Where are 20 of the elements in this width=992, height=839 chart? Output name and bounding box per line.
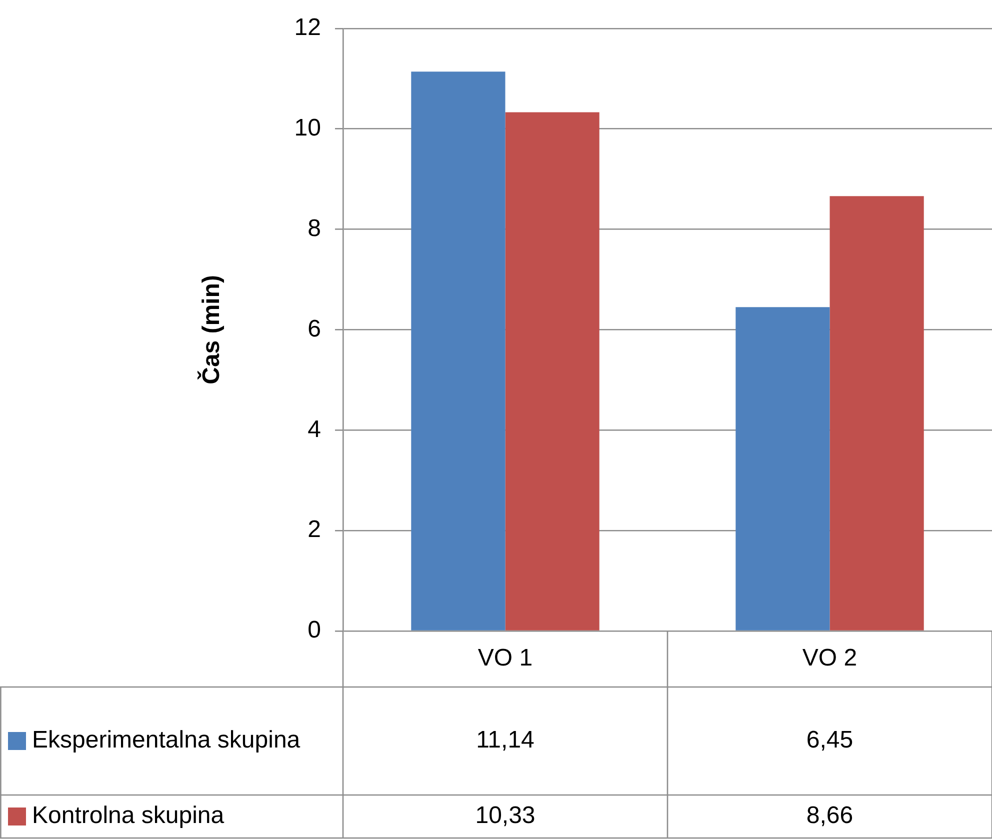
y-tick-label: 4 (308, 416, 321, 443)
y-tick-label: 2 (308, 516, 321, 544)
y-tick-label: 0 (308, 616, 321, 644)
y-tick-label: 12 (294, 14, 321, 42)
data-label: 8,66 (806, 802, 854, 830)
x-tick-label: VO 1 (478, 644, 533, 672)
data-label: 10,33 (475, 802, 536, 830)
y-tick-label: 8 (308, 214, 321, 242)
legend-label: Eksperimentalna skupina (32, 726, 301, 754)
y-tick-label: 10 (294, 114, 321, 142)
x-tick-label: VO 2 (802, 644, 858, 672)
y-axis-title: Čas (min) (197, 275, 226, 384)
bar (830, 196, 924, 630)
bar (505, 112, 600, 630)
bar (736, 307, 830, 630)
data-label: 6,45 (806, 726, 854, 754)
legend-label: Kontrolna skupina (32, 802, 225, 830)
y-tick-label: 6 (308, 315, 321, 342)
data-label: 11,14 (476, 726, 534, 754)
bar (411, 72, 506, 630)
